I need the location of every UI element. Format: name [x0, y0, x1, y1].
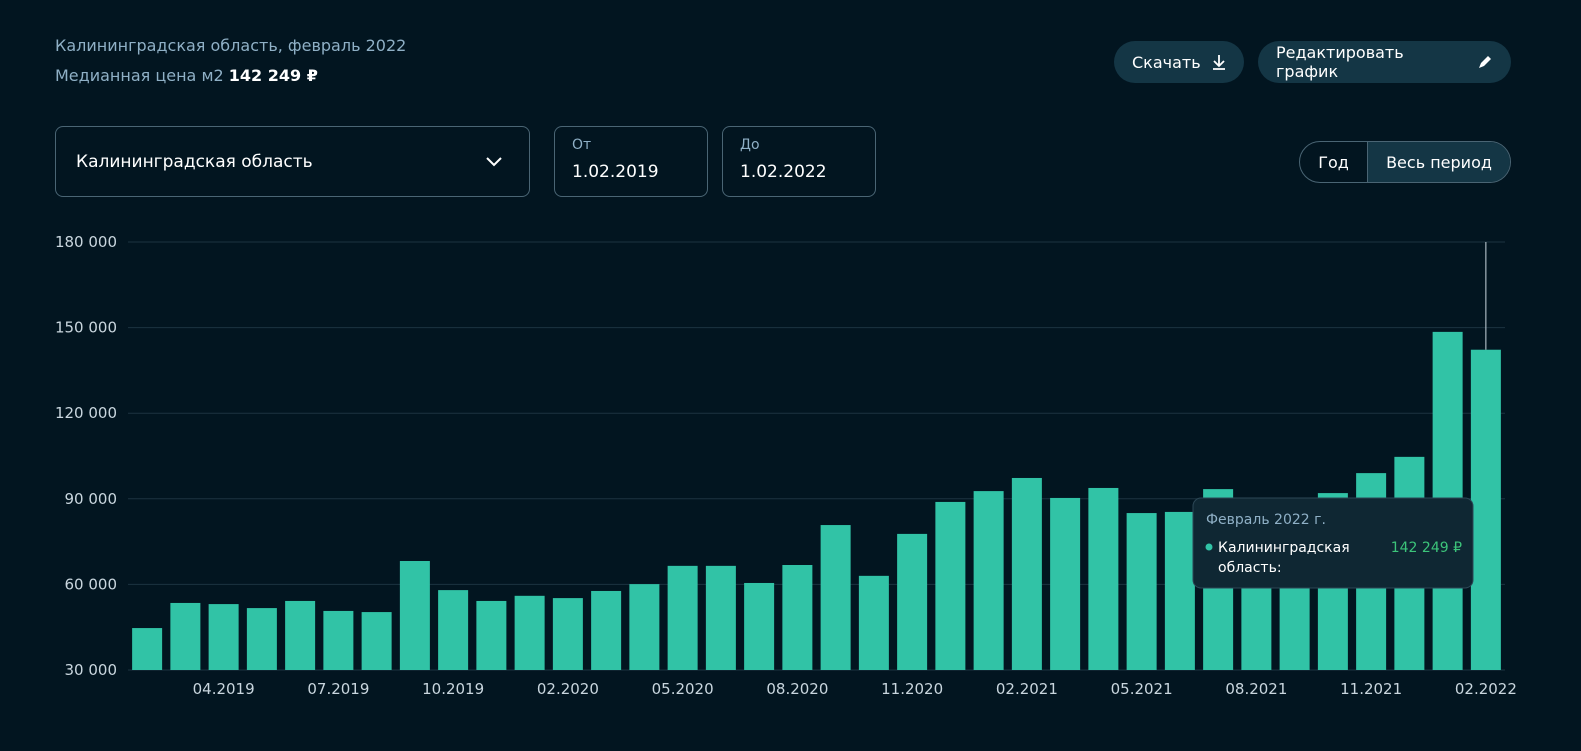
- x-tick-label: 05.2021: [1111, 680, 1173, 698]
- bar: [705, 565, 736, 670]
- download-button[interactable]: Скачать: [1114, 41, 1244, 83]
- x-tick-label: 02.2020: [537, 680, 599, 698]
- y-tick-label: 150 000: [55, 319, 117, 337]
- from-value: 1.02.2019: [572, 162, 659, 182]
- y-tick-label: 90 000: [65, 490, 118, 508]
- edit-button[interactable]: Редактировать график: [1258, 41, 1511, 83]
- x-tick-label: 07.2019: [307, 680, 369, 698]
- bar: [1470, 349, 1501, 670]
- bar: [897, 533, 928, 670]
- x-tick-label: 08.2021: [1225, 680, 1287, 698]
- price-row: Медианная цена м2 142 249 ₽: [55, 66, 318, 85]
- tooltip-label: Калининградская область:: [1218, 540, 1350, 576]
- tooltip-title: Февраль 2022 г.: [1206, 512, 1326, 528]
- bar: [552, 598, 583, 670]
- tooltip-value: 142 249 ₽: [1391, 540, 1462, 556]
- bar: [514, 595, 545, 670]
- region-select[interactable]: Калининградская область: [55, 126, 530, 197]
- region-text: Калининградская область: [76, 152, 313, 172]
- y-tick-label: 120 000: [55, 404, 117, 422]
- bar: [1088, 487, 1119, 670]
- bar: [744, 582, 775, 670]
- price-label: Медианная цена м2: [55, 66, 224, 85]
- bar: [629, 584, 660, 670]
- bar: [399, 561, 430, 670]
- download-icon: [1212, 55, 1225, 70]
- x-tick-label: 11.2020: [881, 680, 943, 698]
- bar: [782, 564, 813, 670]
- tooltip-box: [1192, 497, 1474, 589]
- price: 142 249 ₽: [228, 66, 318, 85]
- bar: [323, 610, 354, 670]
- edit-text: Редактировать график: [1276, 43, 1404, 81]
- subtitle: Калининградская область, февраль 2022: [55, 36, 407, 55]
- to-label: До: [740, 137, 760, 153]
- to-input[interactable]: До 1.02.2022: [722, 126, 876, 197]
- y-tick-label: 30 000: [65, 661, 118, 679]
- bar: [1011, 477, 1042, 670]
- bar: [361, 612, 392, 670]
- x-tick-label: 05.2020: [652, 680, 714, 698]
- chevron: [486, 157, 502, 167]
- download-text: Скачать: [1132, 52, 1201, 72]
- period-all[interactable]: Весь период: [1368, 142, 1510, 182]
- y-tick-label: 60 000: [65, 575, 118, 593]
- bar: [208, 604, 239, 670]
- bar: [1164, 511, 1195, 670]
- bar: [591, 590, 622, 670]
- x-tick-label: 11.2021: [1340, 680, 1402, 698]
- to-value: 1.02.2022: [740, 162, 827, 182]
- x-tick-label: 02.2022: [1455, 680, 1517, 698]
- period-toggle: Год Весь период: [1299, 141, 1511, 183]
- bar: [1050, 497, 1081, 670]
- from-label: От: [572, 137, 592, 153]
- x-tick-label: 02.2021: [996, 680, 1058, 698]
- tooltip: Февраль 2022 г. Калининградская область: …: [1192, 497, 1474, 589]
- bar: [820, 525, 851, 670]
- bar: [1126, 513, 1157, 670]
- bar: [667, 565, 698, 670]
- bar: [476, 600, 507, 670]
- bar: [246, 608, 277, 670]
- edit-icon: [1479, 56, 1492, 68]
- bar: [935, 501, 966, 670]
- tooltip-dot: [1205, 543, 1213, 551]
- x-tick-label: 04.2019: [193, 680, 255, 698]
- bar: [438, 590, 469, 670]
- x-tick-label: 08.2020: [766, 680, 828, 698]
- bar: [285, 600, 316, 670]
- bar: [132, 628, 163, 670]
- bar: [973, 491, 1004, 670]
- from-input[interactable]: От 1.02.2019: [554, 126, 708, 197]
- bar: [858, 575, 889, 670]
- bar: [170, 602, 201, 670]
- y-tick-label: 180 000: [55, 233, 117, 251]
- x-tick-label: 10.2019: [422, 680, 484, 698]
- period-year[interactable]: Год: [1300, 142, 1368, 182]
